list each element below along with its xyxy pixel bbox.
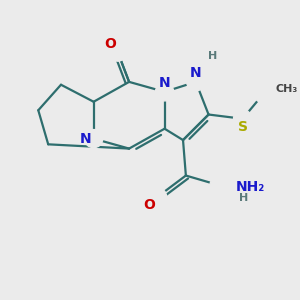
Text: CH₃: CH₃ <box>275 84 298 94</box>
Text: O: O <box>144 198 155 212</box>
Text: S: S <box>238 120 248 134</box>
Circle shape <box>210 176 230 195</box>
Text: N: N <box>159 76 170 90</box>
Circle shape <box>148 188 166 206</box>
Circle shape <box>254 83 274 103</box>
Circle shape <box>109 43 127 61</box>
Text: N: N <box>190 66 202 80</box>
Text: NH₂: NH₂ <box>236 180 265 194</box>
Text: N: N <box>80 132 92 145</box>
Text: O: O <box>104 37 116 51</box>
Circle shape <box>233 110 252 128</box>
Circle shape <box>187 73 205 91</box>
Text: H: H <box>208 51 218 61</box>
Circle shape <box>155 83 174 101</box>
Text: H: H <box>239 193 249 203</box>
Circle shape <box>85 130 103 148</box>
